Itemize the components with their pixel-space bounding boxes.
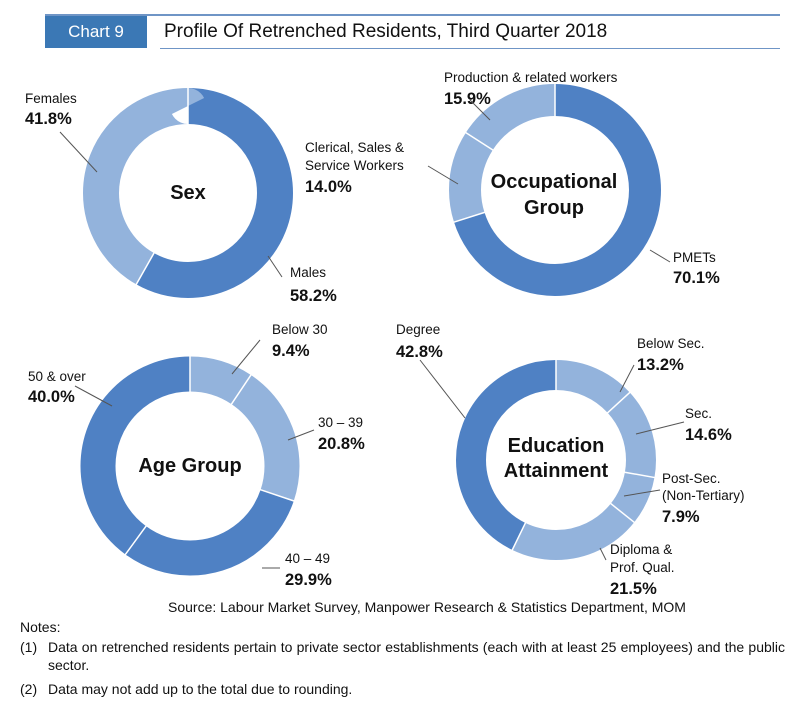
leader-line — [419, 359, 466, 419]
note-item: (2) Data may not add up to the total due… — [20, 680, 785, 698]
slice-value: 21.5% — [610, 580, 657, 598]
leader-line — [59, 131, 98, 173]
donut-charts: Sex Males 58.2% Females 41.8% Occupational Gro… — [25, 70, 745, 598]
donut-center-title: Occupational — [491, 171, 618, 193]
slice-label: 50 & over — [28, 369, 86, 384]
slice-value: 42.8% — [396, 343, 443, 361]
slice-value: 15.9% — [444, 90, 491, 108]
note-text: Data on retrenched residents pertain to … — [48, 639, 785, 673]
header-rule-bottom — [160, 48, 780, 49]
donut-center-title: Attainment — [504, 460, 609, 482]
header-rule-top — [45, 14, 780, 16]
leader-line — [74, 385, 113, 407]
slice-value: 70.1% — [673, 269, 720, 287]
slice-label: Diploma & — [610, 542, 672, 557]
leader-line — [635, 421, 685, 435]
slice-separator — [230, 373, 253, 406]
slice-label: Males — [290, 265, 326, 280]
leader-line — [469, 99, 491, 121]
slice-separator — [135, 251, 156, 286]
donut-age-group: Age Group Below 30 9.4% 30 – 39 20.8% 40 – 49… — [28, 322, 365, 589]
donut-occupational-group: Occupational Group PMETs 70.1% Clerical, Sal… — [305, 70, 720, 296]
slice-label: PMETs — [673, 250, 716, 265]
slice-separator — [259, 488, 295, 502]
slice-diploma-and-prof-qual — [456, 360, 656, 560]
slice-value: 58.2% — [290, 287, 337, 305]
slice-value: 40.0% — [28, 388, 75, 406]
slice-separator — [464, 131, 495, 152]
note-item: (1) Data on retrenched residents pertain… — [20, 638, 785, 674]
donut-education-attainment: Education Attainment Below Sec. 13.2% Sec. 14… — [396, 322, 745, 598]
slice-separator — [452, 211, 486, 224]
slice-value: 29.9% — [285, 571, 332, 589]
leader-line — [619, 364, 635, 393]
donut-center-title: Sex — [170, 182, 206, 204]
slice-value: 9.4% — [272, 342, 310, 360]
slice-separator — [623, 471, 656, 479]
slice-label: Clerical, Sales & — [305, 140, 404, 155]
slice-label: Below Sec. — [637, 336, 705, 351]
slice-label: Post-Sec. — [662, 471, 721, 486]
slice-value: 14.6% — [685, 426, 732, 444]
slice-label: 40 – 49 — [285, 551, 330, 566]
slice-label: Below 30 — [272, 322, 328, 337]
note-text: Data may not add up to the total due to … — [48, 681, 353, 697]
slice-value: 13.2% — [637, 356, 684, 374]
slice-sec — [456, 360, 656, 560]
slice-30-39 — [80, 356, 300, 576]
slice-label: 30 – 39 — [318, 415, 363, 430]
notes-section: Notes: (1) Data on retrenched residents … — [20, 618, 785, 704]
slice-value: 41.8% — [25, 110, 72, 128]
leader-line — [649, 249, 671, 263]
donut-center-title: Group — [524, 197, 584, 219]
slice-label: Production & related workers — [444, 70, 618, 85]
slice-label: Sec. — [685, 406, 712, 421]
note-number: (2) — [20, 681, 38, 697]
slice-label: Females — [25, 91, 77, 106]
slice-value: 7.9% — [662, 508, 700, 526]
chart-title: Profile Of Retrenched Residents, Third Q… — [164, 21, 608, 42]
slice-40-49 — [80, 356, 300, 576]
leader-line — [231, 339, 261, 375]
donut-center-title: Education — [508, 435, 605, 457]
leader-line — [267, 255, 283, 278]
slice-clerical-sales-and-service-workers — [449, 84, 661, 296]
slice-separator — [606, 391, 631, 414]
slice-value: 20.8% — [318, 435, 365, 453]
slice-value: 14.0% — [305, 178, 352, 196]
notes-heading: Notes: — [20, 619, 61, 635]
donut-center-title: Age Group — [138, 455, 241, 477]
chart-number-badge: Chart 9 — [45, 16, 147, 48]
slice-label: Degree — [396, 322, 440, 337]
slice-separator — [609, 502, 636, 524]
slice-label: Prof. Qual. — [610, 560, 675, 575]
leader-line — [623, 489, 661, 497]
slice-separator — [124, 524, 148, 556]
note-number: (1) — [20, 639, 38, 655]
leader-line — [599, 547, 607, 561]
slice-label: Service Workers — [305, 158, 404, 173]
slice-separator — [511, 521, 527, 552]
source-note: Source: Labour Market Survey, Manpower R… — [168, 599, 686, 615]
leader-line — [427, 165, 459, 185]
donut-sex: Sex Males 58.2% Females 41.8% — [25, 87, 337, 305]
leader-line — [287, 429, 315, 441]
slice-label: (Non-Tertiary) — [662, 488, 745, 503]
